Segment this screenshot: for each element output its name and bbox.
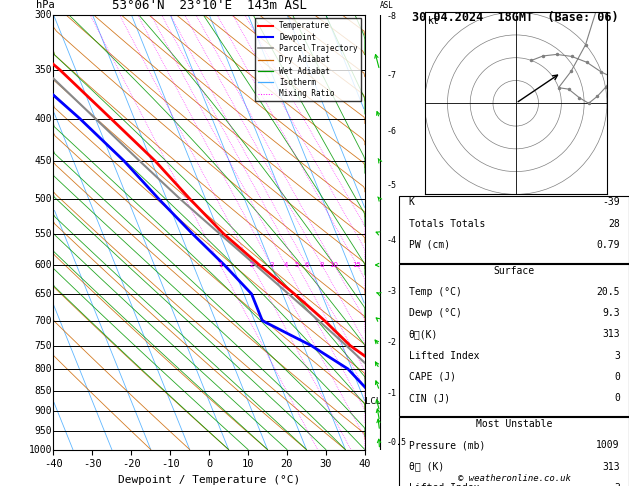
Text: 300: 300: [35, 10, 52, 19]
Text: Pressure (mb): Pressure (mb): [409, 440, 485, 450]
Text: 9.3: 9.3: [602, 308, 620, 318]
Text: PW (cm): PW (cm): [409, 240, 450, 250]
Text: 650: 650: [35, 289, 52, 299]
Text: 1009: 1009: [596, 440, 620, 450]
Text: Lifted Index: Lifted Index: [409, 483, 479, 486]
Text: -2: -2: [387, 338, 397, 347]
Text: -6: -6: [387, 127, 397, 136]
Text: -4: -4: [387, 236, 397, 244]
Text: 900: 900: [35, 406, 52, 417]
Text: Lifted Index: Lifted Index: [409, 351, 479, 361]
Text: CIN (J): CIN (J): [409, 393, 450, 403]
Text: 28: 28: [608, 219, 620, 228]
Text: -7: -7: [387, 71, 397, 80]
Text: 2: 2: [250, 262, 254, 268]
Text: 8: 8: [320, 262, 324, 268]
Text: Surface: Surface: [494, 265, 535, 276]
Text: 6: 6: [304, 262, 309, 268]
Text: 950: 950: [35, 426, 52, 436]
Text: © weatheronline.co.uk: © weatheronline.co.uk: [458, 474, 571, 483]
Text: -39: -39: [602, 197, 620, 208]
Text: 800: 800: [35, 364, 52, 374]
Text: 500: 500: [35, 194, 52, 204]
Text: 450: 450: [35, 156, 52, 166]
Text: 3: 3: [614, 483, 620, 486]
Title: 53°06'N  23°10'E  143m ASL: 53°06'N 23°10'E 143m ASL: [111, 0, 307, 12]
Text: Totals Totals: Totals Totals: [409, 219, 485, 228]
Text: 0: 0: [614, 372, 620, 382]
Text: 10: 10: [330, 262, 338, 268]
Text: 0.79: 0.79: [596, 240, 620, 250]
Text: θᴇ (K): θᴇ (K): [409, 462, 444, 471]
Text: hPa: hPa: [36, 0, 55, 10]
Text: 5: 5: [295, 262, 299, 268]
Text: 313: 313: [602, 462, 620, 471]
Text: km
ASL: km ASL: [380, 0, 394, 10]
Text: 750: 750: [35, 341, 52, 350]
Text: Temp (°C): Temp (°C): [409, 287, 462, 297]
Text: 350: 350: [35, 65, 52, 75]
Text: 400: 400: [35, 114, 52, 123]
Text: 850: 850: [35, 386, 52, 396]
Text: 0: 0: [614, 393, 620, 403]
Text: 3: 3: [614, 351, 620, 361]
Text: -0.5: -0.5: [387, 438, 407, 447]
Text: K: K: [409, 197, 415, 208]
Text: 3: 3: [269, 262, 274, 268]
Text: 1000: 1000: [28, 445, 52, 454]
X-axis label: Dewpoint / Temperature (°C): Dewpoint / Temperature (°C): [118, 475, 300, 485]
Text: Most Unstable: Most Unstable: [476, 419, 552, 429]
Text: θᴇ(K): θᴇ(K): [409, 330, 438, 339]
Text: 700: 700: [35, 316, 52, 326]
Text: CAPE (J): CAPE (J): [409, 372, 455, 382]
Text: -5: -5: [387, 181, 397, 191]
Text: 313: 313: [602, 330, 620, 339]
Text: 20.5: 20.5: [596, 287, 620, 297]
Text: 1: 1: [218, 262, 223, 268]
Text: 30.04.2024  18GMT  (Base: 06): 30.04.2024 18GMT (Base: 06): [412, 11, 618, 24]
Text: 4: 4: [284, 262, 288, 268]
Text: kt: kt: [428, 16, 440, 26]
Text: -3: -3: [387, 287, 397, 295]
Text: LCL: LCL: [365, 397, 382, 406]
Text: -1: -1: [387, 389, 397, 398]
Text: 600: 600: [35, 260, 52, 270]
Text: Dewp (°C): Dewp (°C): [409, 308, 462, 318]
Text: -8: -8: [387, 13, 397, 21]
Legend: Temperature, Dewpoint, Parcel Trajectory, Dry Adiabat, Wet Adiabat, Isotherm, Mi: Temperature, Dewpoint, Parcel Trajectory…: [255, 18, 361, 101]
Text: 550: 550: [35, 228, 52, 239]
Text: 15: 15: [353, 262, 362, 268]
